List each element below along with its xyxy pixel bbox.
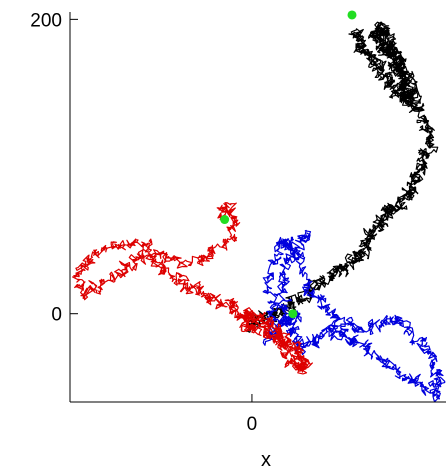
x-tick-label: 0: [247, 414, 258, 435]
marker-layer: [220, 10, 357, 319]
series-layer: [72, 21, 446, 402]
series-line-2: [72, 202, 313, 375]
tick-layer: 0 200 0: [30, 10, 257, 435]
y-tick-label: 0: [51, 305, 62, 326]
x-axis-label: x: [261, 449, 271, 471]
start-marker-2: [347, 10, 357, 20]
start-marker-0: [220, 215, 230, 225]
series-line-1: [262, 229, 446, 402]
axes-layer: [69, 12, 446, 403]
y-tick-label: 200: [30, 10, 62, 31]
start-marker-1: [288, 309, 298, 319]
series-line-0: [246, 21, 439, 333]
